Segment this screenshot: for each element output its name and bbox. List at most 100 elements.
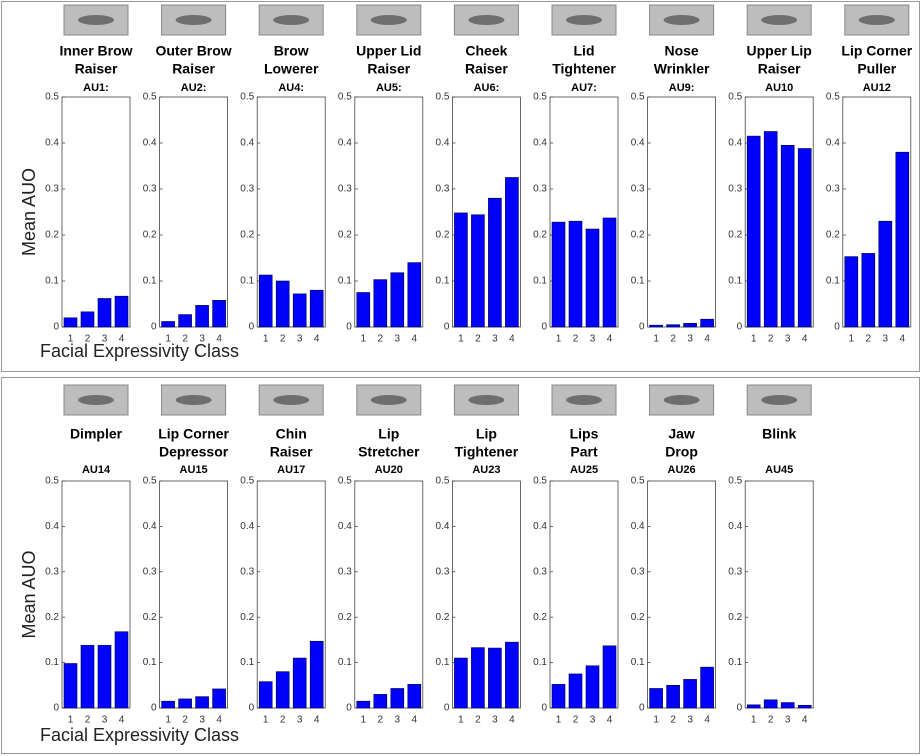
bar: [259, 682, 272, 708]
au-name: Lips: [570, 426, 599, 442]
y-tick-label: 0.3: [533, 566, 547, 577]
y-tick-label: 0.3: [143, 184, 157, 195]
y-tick-label: 0.2: [338, 612, 352, 623]
y-tick-label: 0.1: [435, 657, 449, 668]
bar: [650, 325, 663, 327]
bar: [179, 315, 192, 327]
bar: [505, 642, 518, 708]
y-tick-label: 0: [444, 322, 450, 333]
y-axis-label: Mean AUO: [19, 168, 39, 256]
x-tick-label: 1: [458, 334, 464, 345]
y-tick-label: 0.5: [338, 476, 352, 487]
y-tick-label: 0.3: [826, 184, 840, 195]
au-name: Part: [570, 444, 598, 460]
y-tick-label: 0.5: [533, 92, 547, 103]
x-tick-label: 2: [670, 334, 676, 345]
plot-frame: [62, 97, 130, 327]
y-tick-label: 0.5: [240, 92, 254, 103]
bar: [603, 218, 616, 327]
x-tick-label: 3: [199, 715, 205, 726]
au-name: Stretcher: [358, 444, 420, 460]
x-tick-label: 3: [395, 334, 401, 345]
x-tick-label: 3: [395, 715, 401, 726]
au-code: AU4:: [278, 82, 304, 94]
y-tick-label: 0.2: [240, 230, 254, 241]
au-code: AU23: [472, 464, 500, 476]
au-name: Upper Lid: [356, 43, 421, 59]
y-tick-label: 0: [346, 322, 352, 333]
y-tick-label: 0.1: [143, 657, 157, 668]
y-tick-label: 0.3: [533, 184, 547, 195]
y-tick-label: 0.4: [631, 521, 645, 532]
face-feature: [176, 15, 212, 25]
x-tick-label: 4: [607, 715, 613, 726]
bar: [488, 198, 501, 327]
y-tick-label: 0.2: [533, 612, 547, 623]
y-tick-label: 0: [834, 322, 840, 333]
au-name: Lip: [476, 426, 497, 442]
y-tick-label: 0.5: [338, 92, 352, 103]
y-tick-label: 0.5: [533, 476, 547, 487]
x-tick-label: 2: [85, 715, 91, 726]
x-tick-label: 3: [590, 334, 596, 345]
y-tick-label: 0.4: [338, 521, 352, 532]
x-tick-label: 4: [412, 715, 418, 726]
x-tick-label: 1: [361, 334, 367, 345]
bar: [764, 132, 777, 328]
y-tick-label: 0.4: [631, 138, 645, 149]
au-name: Outer Brow: [155, 43, 231, 59]
face-feature: [664, 15, 700, 25]
y-tick-label: 0.3: [45, 184, 59, 195]
au-name: Blink: [762, 426, 796, 442]
y-tick-label: 0: [541, 703, 547, 714]
x-tick-label: 3: [297, 334, 303, 345]
x-tick-label: 2: [475, 334, 481, 345]
y-tick-label: 0.1: [338, 657, 352, 668]
y-tick-label: 0.4: [240, 138, 254, 149]
bar: [781, 703, 794, 708]
bar: [569, 221, 582, 327]
bar: [764, 700, 777, 708]
x-tick-label: 1: [751, 715, 757, 726]
au-name: Raiser: [367, 61, 410, 77]
au-code: AU26: [668, 464, 696, 476]
y-tick-label: 0.1: [143, 276, 157, 287]
x-tick-label: 2: [85, 334, 91, 345]
y-tick-label: 0.4: [435, 138, 449, 149]
x-tick-label: 3: [492, 334, 498, 345]
bar: [81, 645, 94, 708]
face-feature: [664, 395, 700, 405]
y-tick-label: 0.3: [728, 184, 742, 195]
x-tick-label: 3: [199, 334, 205, 345]
y-tick-label: 0.4: [45, 138, 59, 149]
face-feature: [566, 15, 602, 25]
x-tick-label: 1: [68, 334, 74, 345]
bar: [454, 213, 467, 327]
au-name: Dimpler: [70, 426, 123, 442]
y-tick-label: 0: [53, 322, 59, 333]
y-tick-label: 0.2: [631, 230, 645, 241]
y-tick-label: 0.5: [143, 476, 157, 487]
figure: Mean AUOFacial Expressivity ClassMean AU…: [0, 0, 922, 756]
x-tick-label: 1: [165, 715, 171, 726]
plot-frame: [745, 481, 813, 708]
y-tick-label: 0.1: [631, 276, 645, 287]
y-tick-label: 0.4: [533, 521, 547, 532]
bar: [115, 632, 128, 708]
au-name: Raiser: [75, 61, 118, 77]
x-tick-label: 2: [768, 715, 774, 726]
au-name: Raiser: [465, 61, 508, 77]
face-feature: [371, 395, 407, 405]
y-tick-label: 0.1: [240, 657, 254, 668]
y-tick-label: 0.5: [728, 92, 742, 103]
au-code: AU25: [570, 464, 598, 476]
au-code: AU12: [863, 82, 891, 94]
y-tick-label: 0.4: [143, 521, 157, 532]
au-code: AU7:: [571, 82, 597, 94]
bar: [586, 666, 599, 708]
bar: [701, 319, 714, 327]
y-tick-label: 0.4: [338, 138, 352, 149]
y-tick-label: 0: [151, 703, 157, 714]
x-tick-label: 1: [263, 334, 269, 345]
au-name: Upper Lip: [747, 43, 812, 59]
